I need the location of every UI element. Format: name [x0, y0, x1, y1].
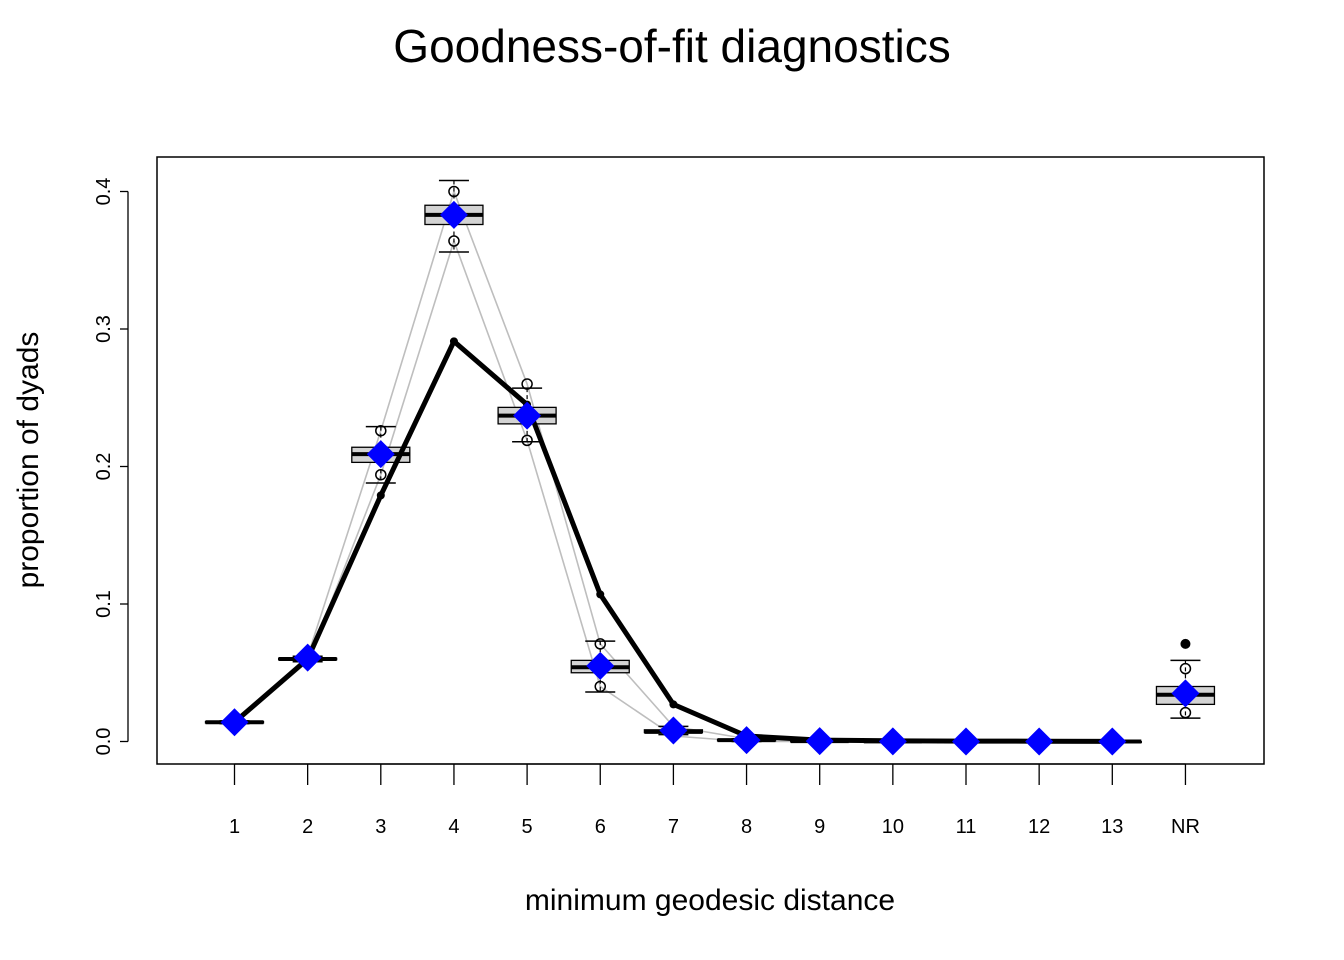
simulated-range-lines — [233, 189, 1113, 743]
mean-marker-8 — [732, 726, 761, 755]
x-tick-label: 9 — [814, 816, 825, 838]
outlier-point — [594, 680, 606, 693]
mean-marker-9 — [805, 727, 834, 756]
range-line-lower — [233, 238, 1113, 743]
x-tick-label: 7 — [668, 816, 679, 838]
y-tick-label: 0.3 — [93, 315, 115, 343]
y-axis-label: proportion of dyads — [12, 332, 45, 589]
outlier-point — [594, 638, 606, 650]
x-tick-label: 5 — [522, 816, 533, 838]
x-tick-label: 11 — [956, 816, 977, 838]
outlier-point — [375, 425, 387, 437]
y-tick-label: 0.2 — [93, 453, 115, 481]
y-axis: 0.0 0.1 0.2 0.3 0.4 — [93, 178, 129, 756]
x-tick-label: 4 — [448, 816, 459, 838]
mean-marker-2 — [293, 643, 322, 672]
chart-title: Goodness-of-fit diagnostics — [393, 20, 950, 72]
observed-point-3 — [376, 491, 385, 500]
mean-marker-5 — [513, 401, 542, 430]
observed-line — [230, 337, 1191, 746]
outlier-point — [375, 469, 387, 481]
x-tick-label: 12 — [1028, 816, 1050, 838]
observed-series-line — [232, 338, 1113, 744]
mean-marker-10 — [878, 727, 907, 756]
observed-point-6 — [596, 590, 605, 599]
x-tick-label: 1 — [229, 816, 240, 838]
mean-markers — [220, 200, 1200, 756]
y-tick-label: 0.1 — [93, 590, 115, 618]
mean-marker-4 — [439, 200, 468, 229]
x-axis: 1 2 3 4 5 6 7 8 9 10 11 12 13 NR — [229, 763, 1200, 838]
mean-marker-11 — [952, 727, 980, 756]
boxplots — [204, 179, 1216, 744]
mean-marker-NR — [1171, 679, 1200, 708]
observed-point-7 — [669, 700, 678, 709]
outlier-point — [448, 235, 460, 247]
x-tick-label: 13 — [1101, 816, 1123, 838]
y-tick-label: 0.4 — [93, 178, 115, 206]
observed-point-4 — [449, 337, 458, 346]
outlier-point — [521, 378, 533, 390]
x-tick-label: 2 — [302, 816, 313, 838]
outlier-point — [1179, 706, 1192, 719]
x-tick-label: 8 — [741, 816, 752, 838]
mean-marker-6 — [586, 651, 615, 680]
x-tick-label: 3 — [375, 816, 386, 838]
observed-point-NR — [1180, 638, 1191, 649]
outlier-point — [1179, 662, 1192, 675]
mean-marker-12 — [1025, 727, 1054, 756]
y-tick-label: 0.0 — [93, 728, 115, 756]
x-axis-label: minimum geodesic distance — [525, 884, 895, 917]
x-tick-label: 10 — [882, 816, 904, 838]
outlier-point — [521, 434, 533, 447]
mean-marker-13 — [1098, 727, 1127, 756]
x-tick-label: 6 — [595, 816, 606, 838]
range-line-upper — [233, 189, 1113, 743]
x-tick-label: NR — [1171, 816, 1200, 838]
mean-marker-3 — [366, 440, 395, 469]
outlier-point — [448, 185, 460, 198]
plot-frame — [156, 156, 1265, 765]
mean-marker-1 — [220, 708, 249, 737]
mean-marker-7 — [659, 716, 688, 745]
